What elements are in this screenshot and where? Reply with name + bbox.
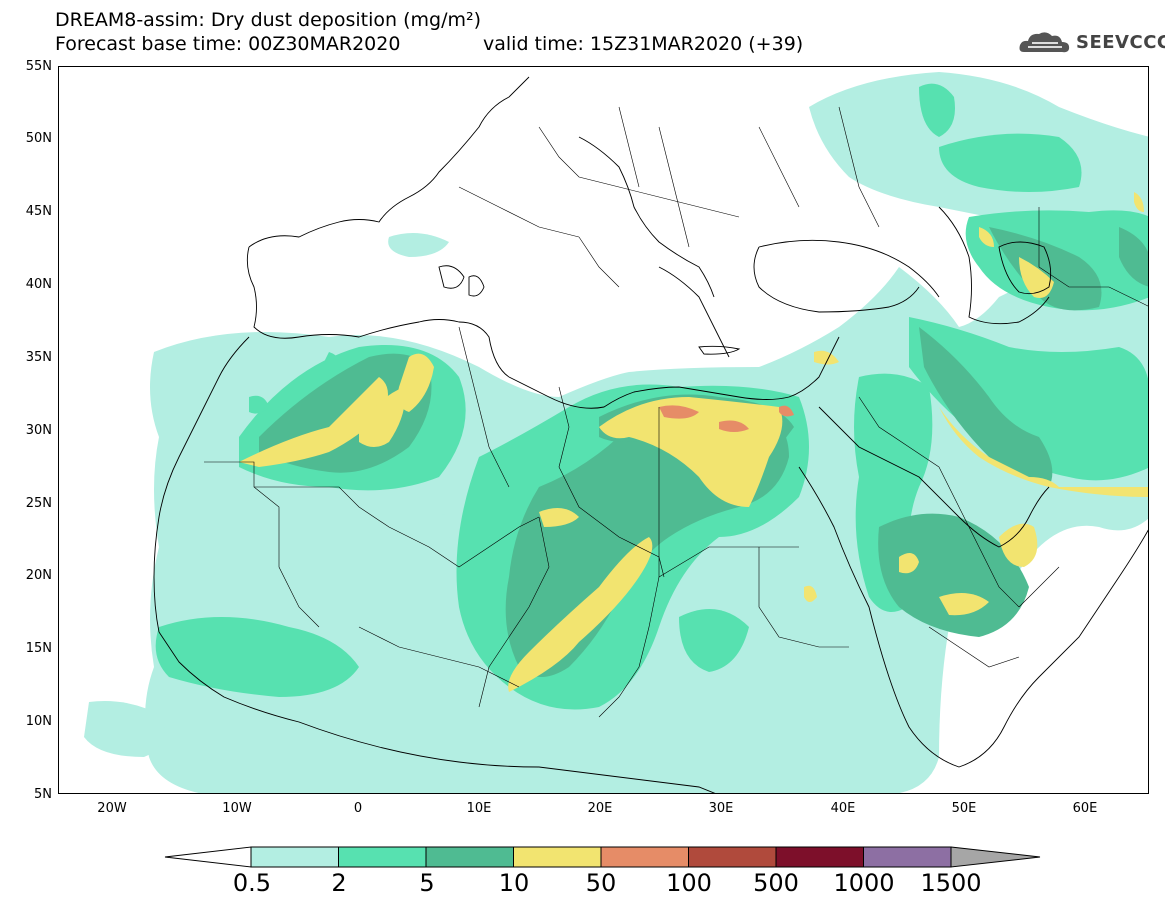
lat-label-10n: 10N <box>25 714 52 729</box>
coastlines <box>153 76 1148 793</box>
legend-label-2: 2 <box>331 869 347 897</box>
lon-label-50e: 50E <box>951 801 977 816</box>
legend-extend-left <box>164 846 252 868</box>
lat-label-55n: 55N <box>25 59 52 74</box>
dust-deposition-map <box>58 66 1149 794</box>
legend-label-0-5: 0.5 <box>232 869 272 897</box>
lat-label-45n: 45N <box>25 204 52 219</box>
legend-label-1000: 1000 <box>833 869 895 897</box>
legend-label-10: 10 <box>498 869 530 897</box>
lat-label-20n: 20N <box>25 568 52 583</box>
legend-swatch-6 <box>775 846 864 868</box>
lon-label-0: 0 <box>353 801 363 816</box>
lon-label-40e: 40E <box>830 801 856 816</box>
cloud-logo-icon <box>1019 32 1070 53</box>
deposition-level-50 <box>659 405 794 432</box>
lon-label-20e: 20E <box>587 801 613 816</box>
lat-label-15n: 15N <box>25 641 52 656</box>
lat-label-35n: 35N <box>25 350 52 365</box>
lon-label-20w: 20W <box>97 801 127 816</box>
logo-text: SEEVCCC <box>1076 31 1165 53</box>
lat-label-25n: 25N <box>25 496 52 511</box>
legend-swatch-5 <box>688 846 777 868</box>
lon-label-10w: 10W <box>222 801 252 816</box>
legend-swatch-3 <box>513 846 602 868</box>
forecast-base-time: Forecast base time: 00Z30MAR2020 <box>55 33 401 55</box>
lon-label-60e: 60E <box>1072 801 1098 816</box>
lon-label-30e: 30E <box>708 801 734 816</box>
legend-swatch-0 <box>250 846 339 868</box>
country-borders <box>204 106 1148 718</box>
legend-swatch-1 <box>338 846 427 868</box>
lat-label-40n: 40N <box>25 277 52 292</box>
legend-extend-right <box>950 846 1041 868</box>
chart-title: DREAM8-assim: Dry dust deposition (mg/m²… <box>55 9 482 31</box>
legend-label-5: 5 <box>419 869 435 897</box>
lat-label-30n: 30N <box>25 423 52 438</box>
legend-swatch-2 <box>425 846 514 868</box>
lat-label-50n: 50N <box>25 131 52 146</box>
legend-label-500: 500 <box>753 869 799 897</box>
legend-swatch-7 <box>863 846 952 868</box>
valid-time: valid time: 15Z31MAR2020 (+39) <box>483 33 804 55</box>
seevccc-logo: SEEVCCC <box>1018 28 1165 56</box>
lat-label-5n: 5N <box>34 787 52 802</box>
legend-swatch-4 <box>600 846 689 868</box>
legend-label-50: 50 <box>585 869 617 897</box>
legend-label-1500: 1500 <box>920 869 982 897</box>
legend-label-100: 100 <box>666 869 712 897</box>
lon-label-10e: 10E <box>466 801 492 816</box>
map-canvas <box>84 72 1148 793</box>
